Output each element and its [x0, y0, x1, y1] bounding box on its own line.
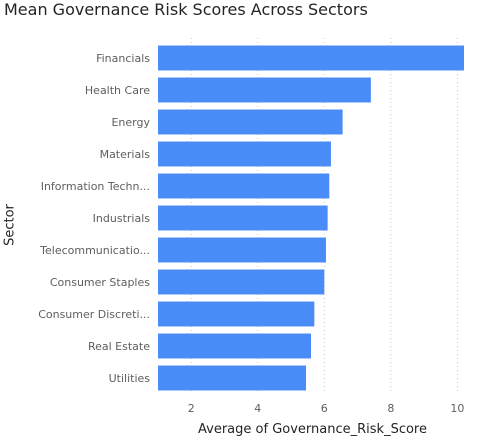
category-label: Telecommunicatio... — [39, 244, 150, 257]
bar[interactable] — [158, 109, 343, 135]
bar[interactable] — [158, 205, 328, 231]
bar[interactable] — [158, 301, 315, 327]
bar[interactable] — [158, 365, 307, 391]
x-tick-label: 6 — [321, 402, 328, 415]
category-label: Consumer Staples — [50, 276, 150, 289]
bar[interactable] — [158, 141, 331, 167]
category-label: Real Estate — [88, 340, 150, 353]
bar[interactable] — [158, 45, 464, 71]
category-label: Industrials — [93, 212, 151, 225]
category-label: Materials — [100, 148, 151, 161]
category-label: Health Care — [85, 84, 150, 97]
x-tick-label: 4 — [254, 402, 261, 415]
category-label: Energy — [111, 116, 150, 129]
bar[interactable] — [158, 173, 330, 199]
category-label: Financials — [96, 52, 150, 65]
bar[interactable] — [158, 237, 326, 263]
x-tick-label: 2 — [188, 402, 195, 415]
bar[interactable] — [158, 77, 371, 103]
x-tick-label: 10 — [450, 402, 464, 415]
category-label: Information Techn... — [41, 180, 150, 193]
category-label: Consumer Discreti... — [38, 308, 150, 321]
bar[interactable] — [158, 269, 325, 295]
bar[interactable] — [158, 333, 311, 359]
x-axis-label: Average of Governance_Risk_Score — [198, 422, 427, 437]
category-label: Utilities — [109, 372, 151, 385]
chart-title: Mean Governance Risk Scores Across Secto… — [4, 0, 368, 19]
x-tick-label: 8 — [387, 402, 394, 415]
